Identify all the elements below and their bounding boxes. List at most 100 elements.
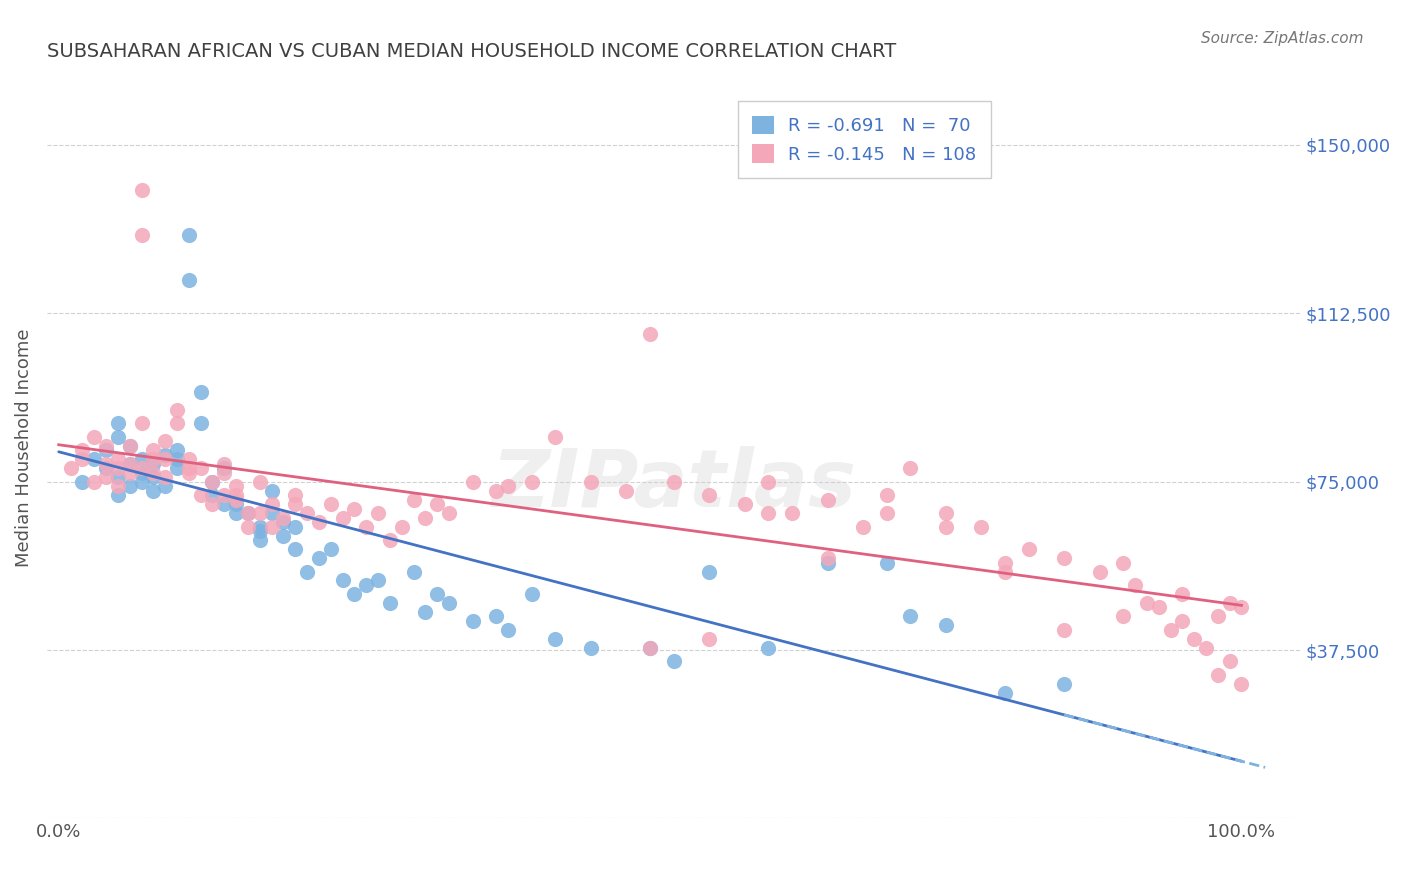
Text: SUBSAHARAN AFRICAN VS CUBAN MEDIAN HOUSEHOLD INCOME CORRELATION CHART: SUBSAHARAN AFRICAN VS CUBAN MEDIAN HOUSE…: [46, 42, 896, 61]
Point: [758, 640, 780, 655]
Point: [201, 475, 224, 489]
Point: [295, 506, 318, 520]
Point: [544, 632, 567, 646]
Point: [378, 533, 401, 547]
Point: [697, 488, 720, 502]
Point: [638, 640, 661, 655]
Point: [118, 466, 141, 480]
Point: [1018, 542, 1040, 557]
Text: Source: ZipAtlas.com: Source: ZipAtlas.com: [1201, 31, 1364, 46]
Point: [1230, 677, 1253, 691]
Point: [94, 461, 117, 475]
Point: [616, 483, 638, 498]
Point: [225, 506, 247, 520]
Point: [284, 542, 307, 557]
Point: [1112, 556, 1135, 570]
Point: [249, 524, 271, 538]
Point: [131, 475, 153, 489]
Point: [697, 632, 720, 646]
Point: [153, 452, 176, 467]
Point: [994, 556, 1017, 570]
Text: ZIPatlas: ZIPatlas: [491, 446, 856, 524]
Point: [153, 470, 176, 484]
Point: [697, 565, 720, 579]
Point: [1112, 609, 1135, 624]
Point: [284, 497, 307, 511]
Point: [214, 461, 236, 475]
Point: [273, 528, 295, 542]
Point: [249, 475, 271, 489]
Point: [273, 515, 295, 529]
Point: [177, 273, 200, 287]
Point: [236, 506, 259, 520]
Point: [260, 506, 283, 520]
Point: [72, 452, 94, 467]
Point: [142, 470, 165, 484]
Point: [1171, 614, 1194, 628]
Point: [190, 417, 212, 431]
Point: [94, 470, 117, 484]
Point: [260, 519, 283, 533]
Point: [131, 452, 153, 467]
Point: [1053, 677, 1076, 691]
Point: [935, 506, 957, 520]
Point: [284, 488, 307, 502]
Point: [1053, 623, 1076, 637]
Point: [166, 461, 188, 475]
Point: [520, 475, 543, 489]
Point: [343, 587, 366, 601]
Point: [166, 452, 188, 467]
Point: [249, 533, 271, 547]
Point: [225, 492, 247, 507]
Point: [107, 479, 129, 493]
Point: [970, 519, 993, 533]
Point: [378, 596, 401, 610]
Point: [190, 488, 212, 502]
Point: [485, 483, 508, 498]
Point: [1206, 667, 1229, 681]
Point: [367, 506, 389, 520]
Point: [662, 654, 685, 668]
Point: [273, 510, 295, 524]
Point: [898, 609, 921, 624]
Point: [994, 686, 1017, 700]
Point: [72, 475, 94, 489]
Point: [131, 466, 153, 480]
Point: [876, 506, 898, 520]
Point: [662, 475, 685, 489]
Point: [319, 542, 342, 557]
Y-axis label: Median Household Income: Median Household Income: [15, 329, 32, 567]
Point: [214, 457, 236, 471]
Point: [166, 417, 188, 431]
Point: [201, 475, 224, 489]
Point: [496, 479, 519, 493]
Point: [249, 519, 271, 533]
Legend: R = -0.691   N =  70, R = -0.145   N = 108: R = -0.691 N = 70, R = -0.145 N = 108: [738, 102, 991, 178]
Point: [415, 510, 437, 524]
Point: [935, 618, 957, 632]
Point: [118, 479, 141, 493]
Point: [177, 461, 200, 475]
Point: [260, 497, 283, 511]
Point: [249, 506, 271, 520]
Point: [153, 434, 176, 449]
Point: [391, 519, 413, 533]
Point: [1230, 600, 1253, 615]
Point: [107, 430, 129, 444]
Point: [1195, 640, 1218, 655]
Point: [332, 574, 354, 588]
Point: [415, 605, 437, 619]
Point: [1053, 551, 1076, 566]
Point: [142, 443, 165, 458]
Point: [354, 578, 377, 592]
Point: [935, 519, 957, 533]
Point: [131, 461, 153, 475]
Point: [177, 466, 200, 480]
Point: [817, 492, 839, 507]
Point: [1147, 600, 1170, 615]
Point: [898, 461, 921, 475]
Point: [131, 227, 153, 242]
Point: [72, 443, 94, 458]
Point: [190, 384, 212, 399]
Point: [354, 519, 377, 533]
